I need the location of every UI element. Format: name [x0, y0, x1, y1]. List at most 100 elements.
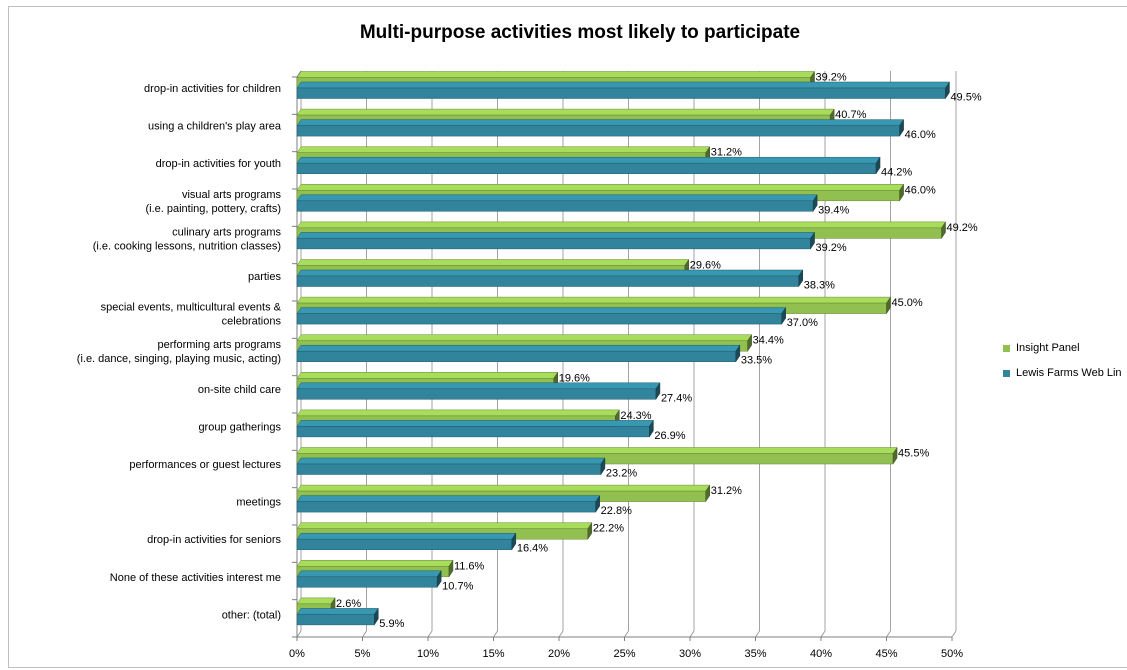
- data-label: 5.9%: [379, 618, 404, 630]
- bar-top-face: [296, 532, 517, 540]
- data-label: 19.6%: [559, 372, 590, 384]
- data-label: 23.2%: [606, 468, 637, 480]
- bar-end-face: [436, 569, 442, 589]
- x-tick-label: 45%: [875, 648, 897, 660]
- bar-lewis-farms: [296, 426, 650, 438]
- data-label: 49.2%: [947, 222, 978, 234]
- bar-end-face: [735, 344, 741, 363]
- gridline-foot: [689, 630, 695, 638]
- category-label: special events, multicultural events &: [101, 302, 282, 314]
- category-label: performances or guest lectures: [129, 459, 281, 471]
- gridline-foot: [362, 630, 367, 638]
- data-label: 27.4%: [661, 392, 692, 404]
- data-label: 22.2%: [593, 523, 624, 535]
- bar-top-face: [296, 194, 818, 202]
- bar-top-face: [296, 344, 741, 352]
- bar-lewis-farms: [296, 614, 375, 626]
- bar-end-face: [655, 381, 661, 401]
- bar-end-face: [374, 607, 379, 626]
- category-label: drop-in activities for youth: [156, 158, 281, 170]
- bar-end-face: [649, 419, 654, 438]
- data-label: 29.6%: [690, 260, 721, 272]
- bar-end-face: [886, 296, 891, 315]
- bar-top-face: [296, 372, 559, 379]
- axis-depth-top: [296, 70, 302, 78]
- bar-top-face: [296, 608, 379, 615]
- data-label: 39.2%: [816, 242, 847, 254]
- bar-top-face: [296, 156, 881, 164]
- data-label: 37.0%: [787, 317, 818, 329]
- bar-top-face: [296, 457, 606, 465]
- bar-end-face: [945, 81, 950, 100]
- x-tick-label: 10%: [417, 648, 439, 660]
- legend-item-insight-panel: Insight Panel: [1003, 342, 1127, 354]
- category-label: visual arts programs: [182, 189, 282, 201]
- data-label: 40.7%: [835, 109, 866, 121]
- category-label: (i.e. painting, pottery, crafts): [145, 203, 281, 215]
- bar-end-face: [448, 559, 454, 578]
- data-label: 34.4%: [753, 335, 784, 347]
- data-label: 2.6%: [336, 598, 361, 610]
- bar-end-face: [595, 494, 600, 513]
- bar-end-face: [810, 231, 815, 250]
- bar-end-face: [798, 269, 803, 288]
- bar-end-face: [587, 521, 593, 541]
- bar-top-face: [296, 307, 787, 314]
- bar-end-face: [875, 156, 881, 175]
- x-tick-label: 0%: [289, 648, 305, 660]
- bar-lewis-farms: [296, 125, 900, 137]
- data-label: 31.2%: [711, 485, 742, 497]
- bar-top-face: [296, 146, 711, 153]
- data-label: 45.0%: [892, 297, 923, 309]
- legend-item-lewis-farms: Lewis Farms Web Lin: [1003, 367, 1127, 379]
- data-label: 39.2%: [816, 72, 847, 84]
- bar-top-face: [296, 570, 442, 578]
- bar-lewis-farms: [296, 313, 782, 325]
- category-label: celebrations: [222, 316, 282, 328]
- bar-end-face: [511, 532, 517, 551]
- x-tick-label: 5%: [355, 648, 371, 660]
- gridline-foot: [820, 630, 826, 638]
- data-label: 46.0%: [905, 184, 936, 196]
- bar-top-face: [296, 409, 620, 417]
- bar-end-face: [781, 306, 786, 325]
- bar-end-face: [705, 484, 710, 503]
- bar-lewis-farms: [296, 463, 602, 475]
- bar-end-face: [747, 333, 752, 353]
- x-tick-label: 20%: [548, 648, 570, 660]
- bar-lewis-farms: [296, 501, 596, 513]
- gridline-foot: [296, 630, 302, 638]
- bar-end-face: [899, 183, 904, 202]
- bar-end-face: [600, 457, 606, 476]
- bar-top-face: [296, 296, 891, 304]
- bar-lewis-farms: [296, 388, 657, 400]
- gridline-foot: [493, 630, 498, 638]
- category-label: drop-in activities for seniors: [147, 534, 281, 546]
- bar-top-face: [296, 119, 905, 126]
- data-label: 16.4%: [517, 543, 548, 555]
- bar-top-face: [296, 484, 711, 492]
- data-label: 45.5%: [898, 448, 929, 460]
- data-label: 22.8%: [601, 505, 632, 517]
- legend-label: Insight Panel: [1016, 342, 1080, 355]
- bar-top-face: [296, 522, 593, 529]
- legend-swatch: [1003, 344, 1010, 352]
- chart-title: Multi-purpose activities most likely to …: [359, 22, 801, 43]
- category-label: parties: [248, 271, 282, 283]
- gridline-foot: [951, 630, 957, 638]
- legend-label: Lewis Farms Web Lin: [1016, 367, 1122, 380]
- x-tick-label: 50%: [941, 648, 963, 660]
- category-label: meetings: [236, 497, 281, 509]
- category-label: (i.e. dance, singing, playing music, act…: [77, 353, 281, 365]
- bar-top-face: [296, 259, 690, 266]
- bar-lewis-farms: [296, 275, 799, 287]
- data-label: 26.9%: [654, 430, 685, 442]
- category-label: on-site child care: [198, 384, 281, 396]
- data-label: 44.2%: [881, 167, 912, 179]
- data-label: 33.5%: [741, 355, 772, 367]
- data-label: 24.3%: [620, 410, 651, 422]
- bar-top-face: [296, 232, 815, 239]
- category-label: using a children's play area: [148, 121, 282, 133]
- bar-end-face: [899, 118, 904, 137]
